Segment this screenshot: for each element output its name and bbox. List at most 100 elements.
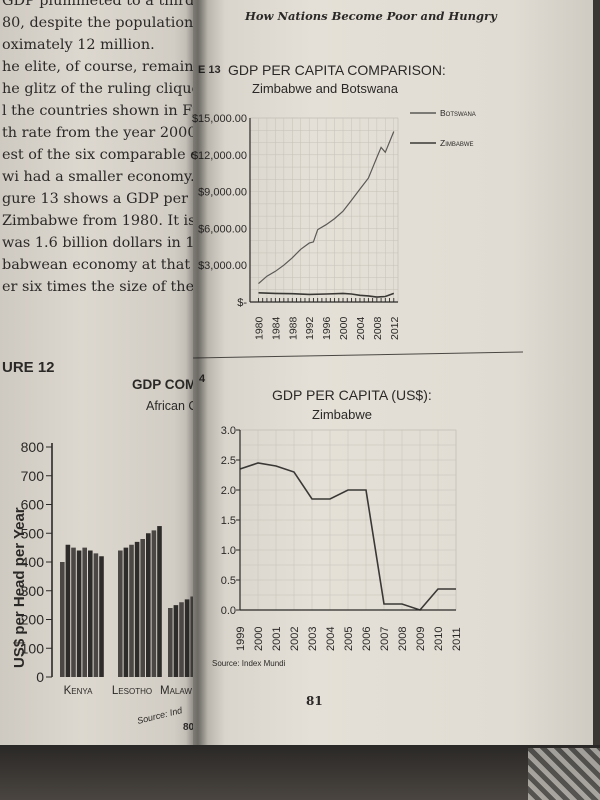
bottom-chart-source: Source: Index Mundi bbox=[212, 659, 286, 668]
y-tick-label: 500 bbox=[21, 525, 45, 541]
top-chart-y-ticks: $- $3,000.00 $6,000.00 $9,000.00 $12,000.00 $… bbox=[192, 113, 247, 309]
y-tick-label: 700 bbox=[21, 468, 45, 484]
bar bbox=[123, 547, 129, 677]
bar bbox=[157, 526, 162, 677]
y-tick-label: 1.0 bbox=[221, 545, 236, 557]
bar bbox=[134, 541, 140, 677]
y-tick-label: $15,000.00 bbox=[192, 113, 247, 125]
bar bbox=[184, 599, 190, 677]
left-page: GDP plummeted to a third of the years of… bbox=[0, 0, 205, 800]
y-tick-label: $12,000.00 bbox=[192, 150, 247, 162]
bar bbox=[168, 608, 173, 677]
book-gutter-shadow bbox=[186, 0, 208, 760]
bar bbox=[60, 562, 65, 677]
left-page-body-text: GDP plummeted to a third of the years of… bbox=[2, 0, 198, 298]
y-tick-label: 3.0 bbox=[221, 425, 236, 437]
x-tick-label: 2006 bbox=[361, 627, 373, 651]
botswana-series-line bbox=[258, 131, 395, 285]
body-text-line: Zimbabwe from 1980. It is worth bbox=[2, 213, 198, 229]
body-text-line: babwean economy at that time. By bbox=[2, 257, 198, 273]
body-text-line: wi had a smaller economy. bbox=[2, 169, 195, 185]
top-chart-plot-area bbox=[249, 117, 399, 303]
x-tick-label: 2010 bbox=[433, 627, 445, 651]
left-bar-chart: URE 12 GDP COMPARI African Coun US$ per … bbox=[2, 359, 205, 733]
bar bbox=[179, 602, 184, 677]
bar bbox=[76, 550, 82, 677]
right-page-number: 81 bbox=[306, 694, 323, 708]
y-tick-label: 2.0 bbox=[221, 485, 236, 497]
body-text-line: was 1.6 billion dollars in 1980 bbox=[2, 235, 198, 251]
bar bbox=[93, 553, 99, 677]
y-tick-label: 100 bbox=[21, 640, 45, 656]
left-chart-y-ticks: 0 100 200 300 400 500 600 700 800 bbox=[21, 439, 53, 685]
x-tick-label: 1996 bbox=[321, 316, 333, 340]
top-line-chart: GDP PER CAPITA COMPARISON: Zimbabwe and … bbox=[192, 62, 476, 340]
y-tick-label: 0.5 bbox=[221, 575, 236, 587]
x-tick-label: 2001 bbox=[271, 627, 283, 651]
x-tick-label: 1992 bbox=[304, 316, 316, 340]
legend-botswana-label: Botswana bbox=[440, 108, 476, 118]
y-tick-label: $- bbox=[237, 297, 247, 309]
body-text-line: 80, despite the population having bbox=[2, 15, 198, 31]
left-chart-bars bbox=[60, 526, 205, 677]
x-tick-label: 2008 bbox=[372, 316, 384, 340]
bar bbox=[118, 550, 123, 677]
y-tick-label: 800 bbox=[21, 439, 45, 455]
x-tick-label: 2011 bbox=[451, 627, 463, 651]
legend-zimbabwe-label: Zimbabwe bbox=[440, 138, 474, 148]
x-tick-label: 2003 bbox=[307, 627, 319, 651]
left-chart-category-labels: Kenya Lesotho Malaw bbox=[64, 685, 193, 697]
y-tick-label: 0.0 bbox=[221, 605, 236, 617]
bottom-chart-y-ticks: 0.0 0.5 1.0 1.5 2.0 2.5 3.0 bbox=[221, 425, 240, 617]
bar bbox=[146, 533, 151, 677]
bar bbox=[99, 556, 104, 677]
y-tick-label: 0 bbox=[36, 669, 44, 685]
desk-background bbox=[0, 745, 600, 800]
body-text-line: GDP plummeted to a third of the years of bbox=[2, 0, 198, 9]
category-label: Kenya bbox=[64, 685, 94, 697]
bar bbox=[190, 596, 195, 677]
top-chart-x-minor-ticks bbox=[258, 298, 395, 302]
top-chart-grid bbox=[250, 117, 398, 303]
x-tick-label: 1988 bbox=[287, 316, 299, 340]
body-text-line: oximately 12 million. bbox=[2, 37, 155, 53]
bottom-chart-subtitle: Zimbabwe bbox=[312, 407, 372, 422]
y-tick-label: 200 bbox=[21, 612, 45, 628]
category-label: Malaw bbox=[160, 685, 192, 697]
left-chart-subtitle: African Coun bbox=[146, 399, 205, 413]
body-text-line: est of the six comparable economies bbox=[2, 147, 198, 163]
y-tick-label: $3,000.00 bbox=[198, 260, 247, 272]
top-chart-subtitle: Zimbabwe and Botswana bbox=[252, 81, 399, 96]
x-tick-label: 2000 bbox=[338, 316, 350, 340]
x-tick-label: 1980 bbox=[253, 316, 265, 340]
y-tick-label: 300 bbox=[21, 583, 45, 599]
body-text-line: he elite, of course, remain very rich bbox=[2, 59, 198, 75]
bar bbox=[151, 530, 157, 677]
top-chart-legend: Botswana Zimbabwe bbox=[410, 108, 476, 148]
figure-divider bbox=[192, 351, 524, 359]
category-label: Lesotho bbox=[112, 685, 152, 697]
y-tick-label: $6,000.00 bbox=[198, 223, 247, 235]
bar bbox=[82, 547, 87, 677]
body-text-line: th rate from the year 2000 was bbox=[2, 125, 198, 141]
x-tick-label: 2005 bbox=[343, 627, 355, 651]
body-text-line: gure 13 shows a GDP per capita compariso… bbox=[2, 191, 198, 207]
x-tick-label: 2009 bbox=[415, 627, 427, 651]
bottom-chart-grid bbox=[239, 429, 457, 611]
x-tick-label: 1984 bbox=[270, 316, 282, 340]
y-tick-label: 400 bbox=[21, 554, 45, 570]
left-page-number: 80 bbox=[183, 722, 195, 733]
body-text-line: he glitz of the ruling clique are far bbox=[2, 81, 198, 97]
running-header: How Nations Become Poor and Hungry bbox=[244, 9, 498, 23]
left-chart-title: GDP COMPARI bbox=[132, 377, 205, 392]
bottom-line-chart: GDP PER CAPITA (US$): Zimbabwe 0.0 0.5 1.0… bbox=[212, 387, 463, 668]
body-text-line: l the countries shown in Figure 12 bbox=[2, 103, 198, 119]
bar bbox=[65, 544, 71, 677]
bottom-chart-x-ticks: 1999 2000 2001 2002 2003 2004 2005 2006 2007 2008… bbox=[235, 627, 463, 651]
bar bbox=[71, 547, 76, 677]
bar bbox=[88, 550, 93, 677]
left-chart-y-axis-label: US$ per Head per Year bbox=[11, 507, 28, 668]
y-tick-label: $9,000.00 bbox=[198, 187, 247, 199]
